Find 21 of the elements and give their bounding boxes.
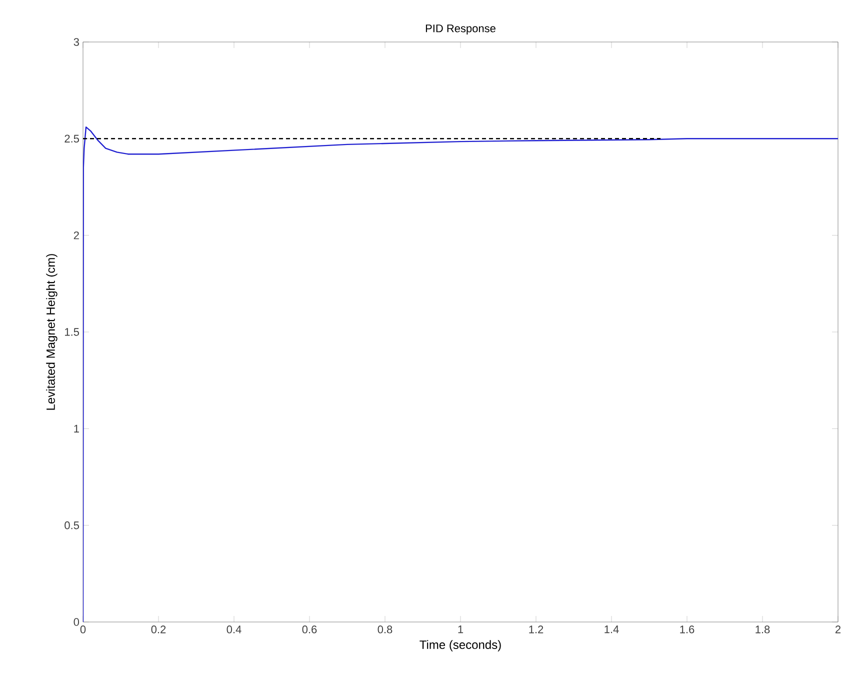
- x-tick-label: 0.4: [226, 626, 242, 634]
- x-axis-title: Time (seconds): [420, 640, 501, 652]
- y-tick-label: 0.5: [64, 521, 80, 530]
- x-tick-label: 1.8: [756, 626, 770, 634]
- x-tick-label: 1.6: [680, 626, 694, 634]
- x-tick-label: 1.2: [529, 626, 544, 634]
- chart-title: PID Response: [426, 24, 496, 34]
- y-tick-label: 1.5: [65, 328, 80, 336]
- y-tick-label: 0: [74, 618, 80, 626]
- x-tick-label: 0.8: [378, 626, 392, 634]
- y-tick-label: 3: [74, 38, 79, 46]
- x-tick-label: 1: [458, 626, 464, 634]
- x-tick-label: 0.2: [151, 626, 166, 634]
- y-tick-label: 2.5: [64, 134, 80, 143]
- y-axis-title: Levitated Magnet Height (cm): [46, 254, 58, 410]
- x-tick-label: 0: [80, 626, 86, 634]
- x-tick-label: 2: [835, 626, 841, 634]
- x-tick-label: 1.4: [604, 626, 619, 634]
- x-tick-label: 0.6: [302, 626, 317, 634]
- y-tick-label: 2: [74, 231, 79, 240]
- y-tick-label: 1: [74, 424, 79, 432]
